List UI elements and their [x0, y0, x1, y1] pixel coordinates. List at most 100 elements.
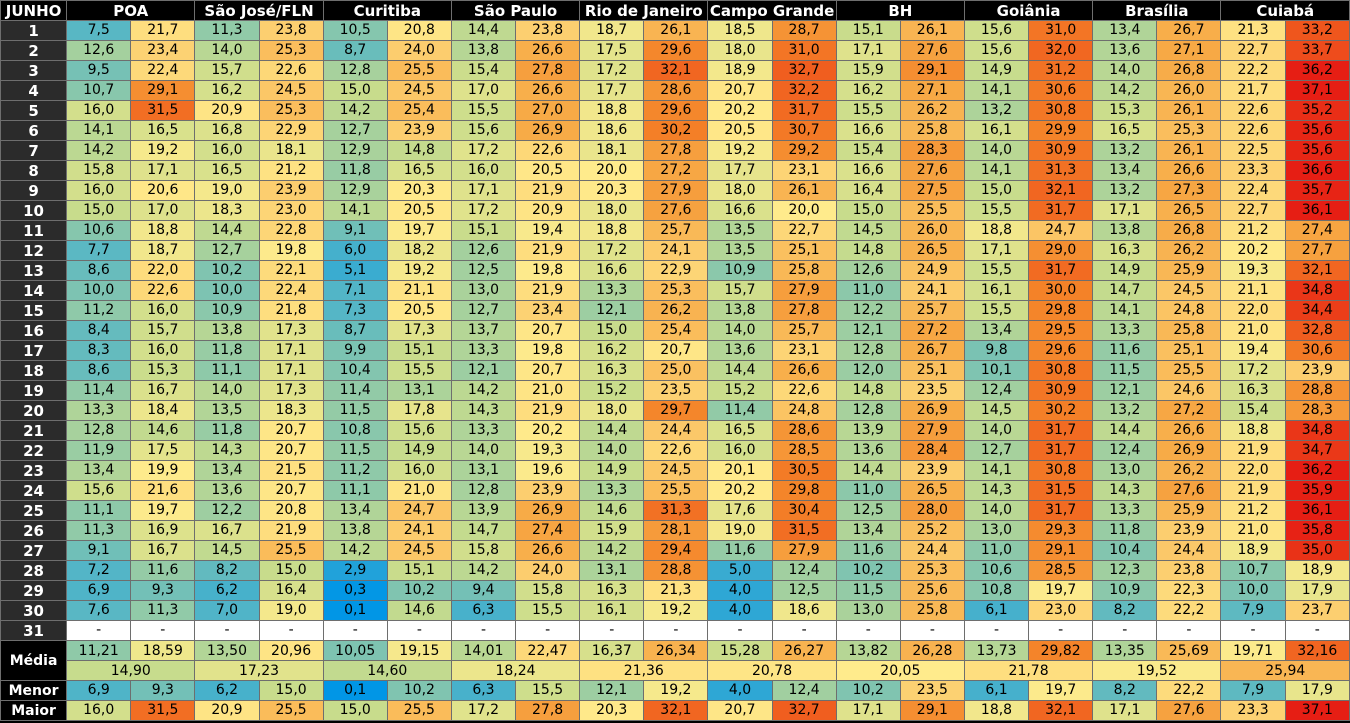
min-temp-cell: 16,5 [707, 420, 773, 441]
max-temp-cell: 23,9 [1284, 360, 1350, 381]
menor-value-cell: 6,1 [963, 680, 1030, 701]
max-temp-cell: 26,7 [1156, 20, 1222, 41]
max-temp-cell: 20,8 [258, 500, 324, 521]
min-temp-cell: 7,9 [1220, 600, 1286, 621]
min-temp-cell: 0,1 [322, 600, 388, 621]
min-temp-cell: 13,6 [194, 480, 260, 501]
min-temp-cell: 11,3 [194, 20, 260, 41]
max-temp-cell: 32,0 [1028, 40, 1094, 61]
min-temp-cell: 15,5 [835, 100, 901, 121]
min-temp-cell: 11,4 [66, 380, 132, 401]
menor-value-cell: 6,3 [450, 680, 517, 701]
max-temp-cell: 36,1 [1284, 200, 1350, 221]
max-temp-cell: - [1156, 620, 1222, 641]
day-number: 15 [0, 300, 68, 321]
media-value-cell: 22,47 [515, 640, 581, 661]
min-temp-cell: 10,8 [963, 580, 1030, 601]
table-row: 30 7,6 11,3 7,0 19,0 0,1 14,6 6,3 15,5 16,1 19,2 4,… [0, 600, 1350, 621]
min-temp-cell: 16,1 [963, 120, 1030, 141]
max-temp-cell: 29,8 [1028, 300, 1094, 321]
table-row: 31- - - - - - - - - - - - - - - - - - - - [0, 620, 1350, 641]
min-temp-cell: 14,1 [963, 80, 1030, 101]
max-temp-cell: 24,1 [386, 520, 452, 541]
day-number: 24 [0, 480, 68, 501]
min-temp-cell: 11,6 [707, 540, 773, 561]
max-temp-cell: 20,7 [515, 360, 581, 381]
max-temp-cell: 26,5 [899, 240, 965, 261]
min-temp-cell: 20,0 [579, 160, 645, 181]
min-temp-cell: 22,0 [1220, 300, 1286, 321]
min-temp-cell: 15,1 [450, 220, 517, 241]
min-temp-cell: 10,4 [1092, 540, 1158, 561]
max-temp-cell: 14,8 [386, 140, 452, 161]
media-value-cell: 13,82 [835, 640, 901, 661]
min-temp-cell: 12,5 [450, 260, 517, 281]
max-temp-cell: 15,1 [386, 560, 452, 581]
table-row: 18 8,6 15,3 11,1 17,1 10,4 15,5 12,1 20,7 16,3 25,… [0, 360, 1350, 381]
max-temp-cell: 35,7 [1284, 180, 1350, 201]
max-temp-cell: 27,1 [899, 80, 965, 101]
day-number: 20 [0, 400, 68, 421]
min-temp-cell: 22,6 [1220, 120, 1286, 141]
min-temp-cell: 14,5 [963, 400, 1030, 421]
max-temp-cell: 30,2 [1028, 400, 1094, 421]
min-temp-cell: 11,8 [194, 420, 260, 441]
menor-value-cell: 7,9 [1220, 680, 1286, 701]
max-temp-cell: 31,7 [1028, 420, 1094, 441]
min-temp-cell: 16,1 [579, 600, 645, 621]
min-temp-cell: 4,0 [707, 600, 773, 621]
max-temp-cell: 21,9 [515, 280, 581, 301]
max-temp-cell: 24,7 [1028, 220, 1094, 241]
day-number: 29 [0, 580, 68, 601]
min-temp-cell: 13,4 [194, 460, 260, 481]
min-temp-cell: 11,6 [1092, 340, 1158, 361]
max-temp-cell: 11,6 [130, 560, 196, 581]
max-temp-cell: 22,2 [1156, 600, 1222, 621]
max-temp-cell: 18,3 [258, 400, 324, 421]
max-temp-cell: 23,0 [1028, 600, 1094, 621]
max-temp-cell: 27,8 [771, 300, 837, 321]
max-temp-cell: 24,9 [899, 260, 965, 281]
media-combined-cell: 21,36 [579, 660, 709, 681]
min-temp-cell: 15,6 [963, 40, 1030, 61]
max-temp-cell: 21,5 [258, 460, 324, 481]
maior-value-cell: 32,1 [643, 700, 709, 721]
media-combined-cell: 25,94 [1220, 660, 1350, 681]
min-temp-cell: 7,7 [66, 240, 132, 261]
max-temp-cell: 14,6 [386, 600, 452, 621]
max-temp-cell: 26,1 [1156, 100, 1222, 121]
min-temp-cell: 14,2 [579, 540, 645, 561]
max-temp-cell: 12,5 [771, 580, 837, 601]
table-row: 23 13,4 19,9 13,4 21,5 11,2 16,0 13,1 19,6 14,9 24… [0, 460, 1350, 481]
max-temp-cell: 15,7 [130, 320, 196, 341]
min-temp-cell: 14,3 [963, 480, 1030, 501]
min-temp-cell: 13,4 [963, 320, 1030, 341]
min-temp-cell: 20,2 [707, 480, 773, 501]
media-value-cell: 19,15 [386, 640, 452, 661]
min-temp-cell: 21,7 [1220, 80, 1286, 101]
min-temp-cell: 14,4 [450, 20, 517, 41]
day-number: 7 [0, 140, 68, 161]
day-number: 25 [0, 500, 68, 521]
max-temp-cell: 23,4 [130, 40, 196, 61]
menor-value-cell: 22,2 [1156, 680, 1222, 701]
max-temp-cell: 25,1 [771, 240, 837, 261]
max-temp-cell: 16,0 [130, 300, 196, 321]
max-temp-cell: 37,1 [1284, 80, 1350, 101]
max-temp-cell: 13,1 [386, 380, 452, 401]
day-number: 27 [0, 540, 68, 561]
max-temp-cell: 36,2 [1284, 460, 1350, 481]
max-temp-cell: 29,6 [1028, 340, 1094, 361]
max-temp-cell: 24,8 [1156, 300, 1222, 321]
max-temp-cell: 26,9 [899, 400, 965, 421]
min-temp-cell: 12,9 [322, 140, 388, 161]
min-temp-cell: 18,1 [579, 140, 645, 161]
min-temp-cell: 12,6 [66, 40, 132, 61]
max-temp-cell: - [643, 620, 709, 641]
max-temp-cell: 16,5 [130, 120, 196, 141]
maior-value-cell: 27,6 [1156, 700, 1222, 721]
min-temp-cell: 12,4 [1092, 440, 1158, 461]
max-temp-cell: 25,4 [643, 320, 709, 341]
max-temp-cell: 31,3 [643, 500, 709, 521]
max-temp-cell: 26,8 [1156, 60, 1222, 81]
